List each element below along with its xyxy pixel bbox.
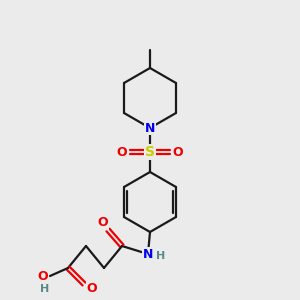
Text: N: N <box>145 122 155 134</box>
Text: O: O <box>98 217 108 230</box>
Text: H: H <box>156 251 166 261</box>
Text: O: O <box>87 281 97 295</box>
Text: O: O <box>173 146 183 158</box>
Text: O: O <box>38 269 48 283</box>
Text: H: H <box>40 284 50 294</box>
Text: N: N <box>143 248 153 260</box>
Text: O: O <box>117 146 127 158</box>
Text: S: S <box>145 145 155 159</box>
